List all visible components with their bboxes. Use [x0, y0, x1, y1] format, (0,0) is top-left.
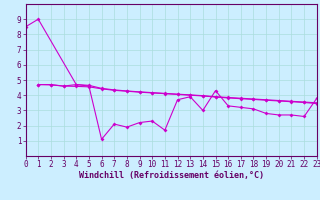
X-axis label: Windchill (Refroidissement éolien,°C): Windchill (Refroidissement éolien,°C) — [79, 171, 264, 180]
